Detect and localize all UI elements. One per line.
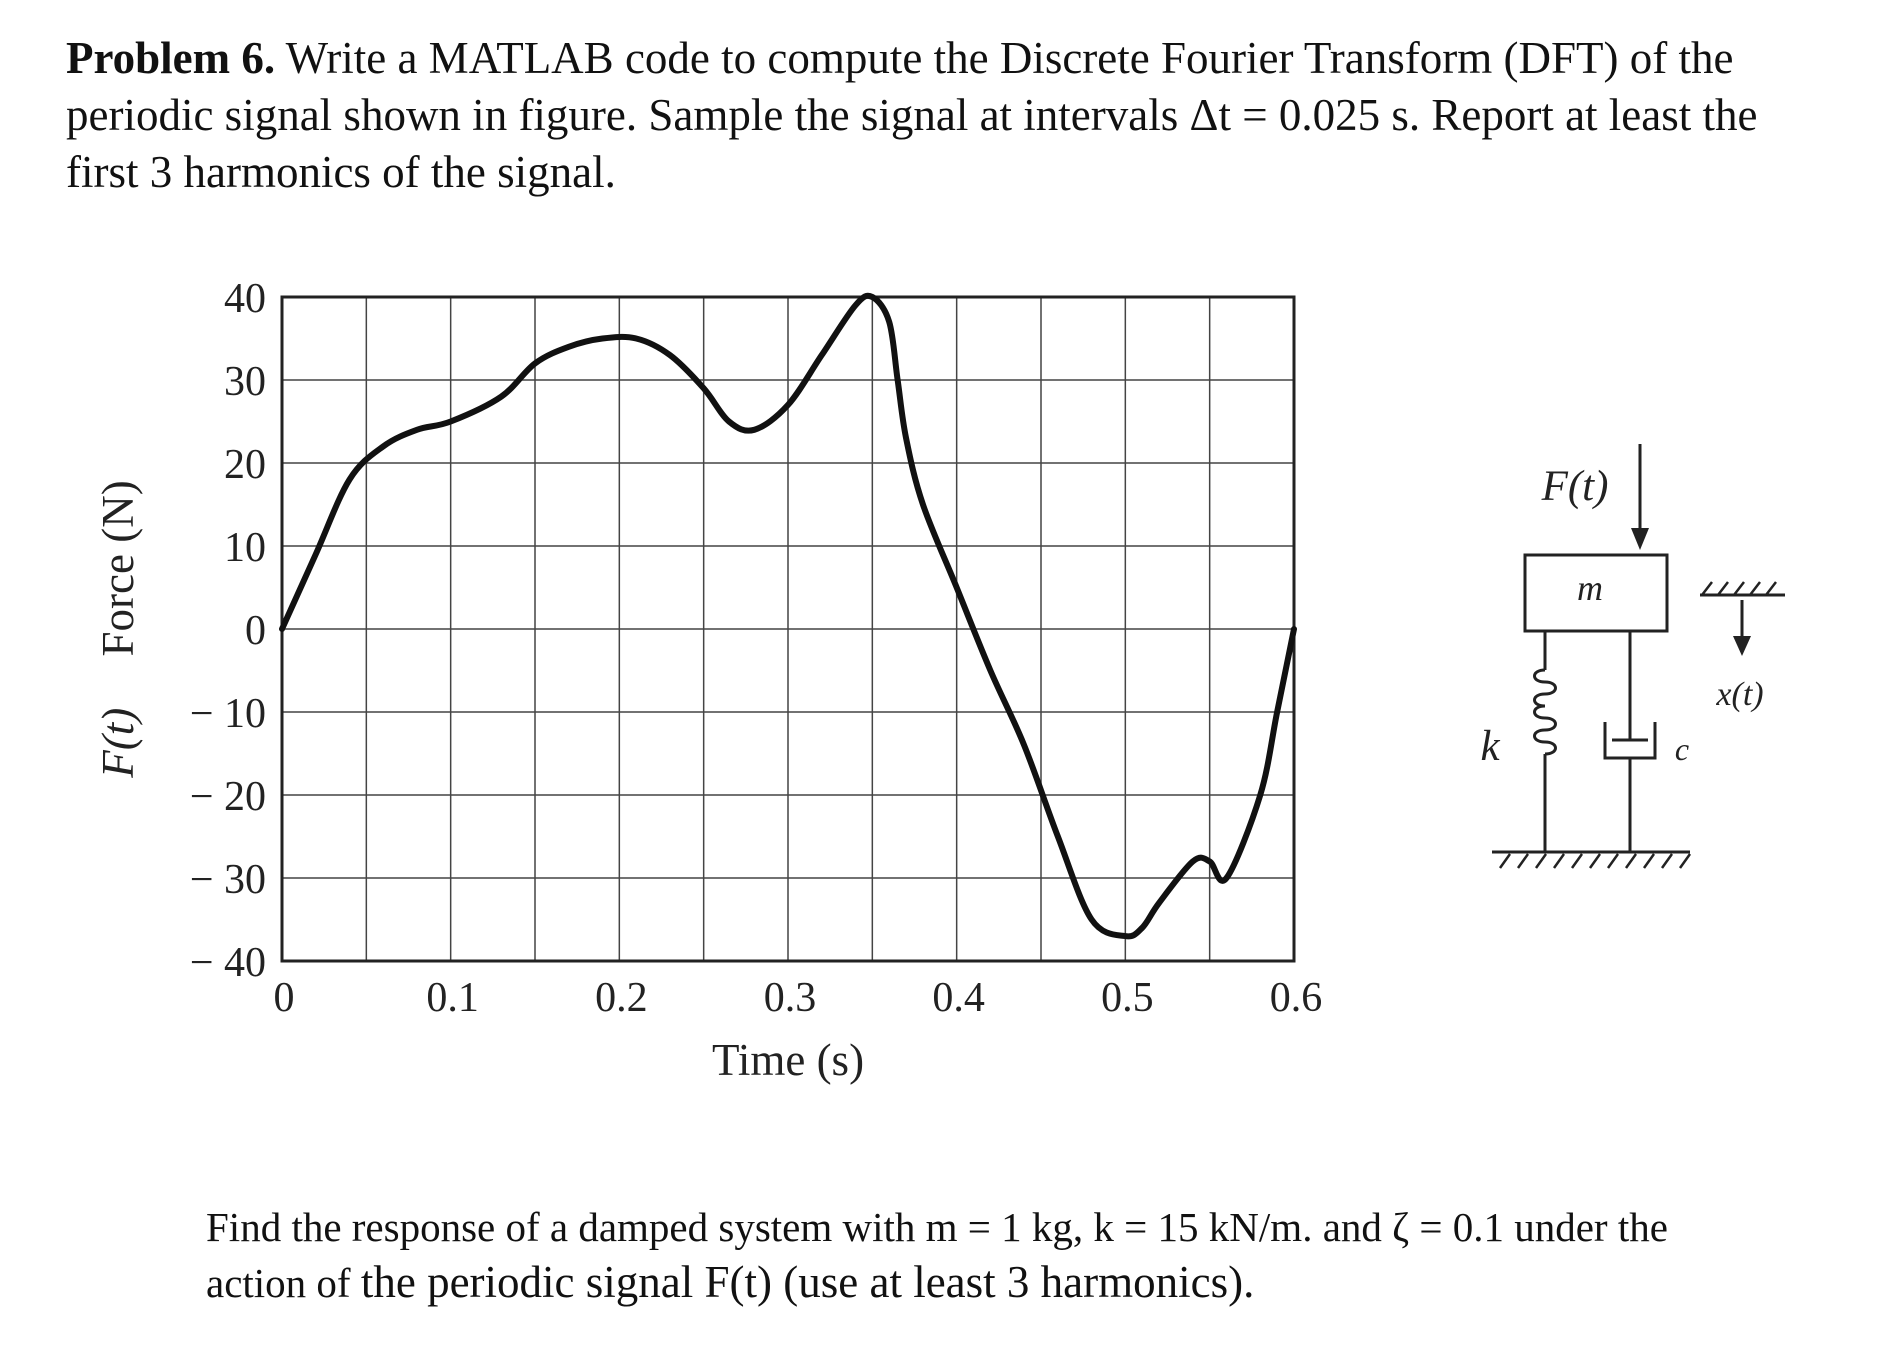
force-arrow-icon [1631, 528, 1649, 550]
spring-label: k [1480, 723, 1500, 770]
y-axis-title: Force (N) [93, 480, 143, 656]
spring-icon [1533, 631, 1557, 852]
question-line-2: action of the periodic signal F(t) (use … [206, 1255, 1866, 1311]
y-tick-label: − 30 [190, 857, 266, 903]
question-line-1: Find the response of a damped system wit… [206, 1204, 1668, 1250]
question-line-2-end: the periodic signal F(t) (use at least 3… [360, 1257, 1255, 1307]
x-tick-label: 0.5 [1101, 975, 1154, 1021]
x-tick-labels: 0 0.1 0.2 0.3 0.4 0.5 0.6 [274, 975, 1323, 1021]
problem-statement: Problem 6. Write a MATLAB code to comput… [66, 30, 1826, 201]
y-tick-label: − 10 [190, 691, 266, 737]
y-tick-label: 20 [224, 442, 266, 488]
force-label: F(t) [1541, 463, 1609, 510]
svg-text:F(t) Force (N): F(t) Force (N) [93, 480, 143, 778]
x-tick-label: 0 [274, 975, 295, 1021]
y-tick-label: 10 [224, 525, 266, 571]
displacement-label: x(t) [1715, 676, 1763, 713]
problem-text: Write a MATLAB code to compute the Discr… [66, 33, 1758, 197]
y-axis-variable: F(t) [93, 708, 143, 779]
x-tick-label: 0.1 [426, 975, 479, 1021]
y-tick-label: 40 [224, 276, 266, 322]
y-tick-label: − 40 [190, 940, 266, 986]
damper-icon [1603, 631, 1657, 852]
problem-label: Problem 6. [66, 33, 276, 83]
x-tick-label: 0.2 [595, 975, 648, 1021]
ground-icon [1492, 850, 1692, 869]
y-tick-label: − 20 [190, 774, 266, 820]
y-axis-label: F(t) Force (N) [93, 480, 143, 778]
y-tick-labels: 40 30 20 10 0 − 10 − 20 − 30 − 40 [190, 276, 266, 986]
x-axis-label: Time (s) [712, 1035, 864, 1085]
y-tick-label: 30 [224, 359, 266, 405]
x-tick-label: 0.3 [764, 975, 817, 1021]
damper-label: c [1675, 731, 1689, 767]
spring-mass-damper-diagram: F(t) m k c x( [1480, 444, 1785, 869]
mass-block [1523, 553, 1669, 633]
displacement-reference-icon [1700, 581, 1785, 656]
mass-label: m [1577, 568, 1603, 608]
x-tick-label: 0.4 [932, 975, 985, 1021]
question-line-2-start: action of [206, 1260, 361, 1306]
x-tick-label: 0.6 [1270, 975, 1323, 1021]
response-question: Find the response of a damped system wit… [206, 1200, 1866, 1311]
y-tick-label: 0 [245, 608, 266, 654]
chart-grid [282, 297, 1294, 961]
signal-line [279, 292, 1297, 940]
